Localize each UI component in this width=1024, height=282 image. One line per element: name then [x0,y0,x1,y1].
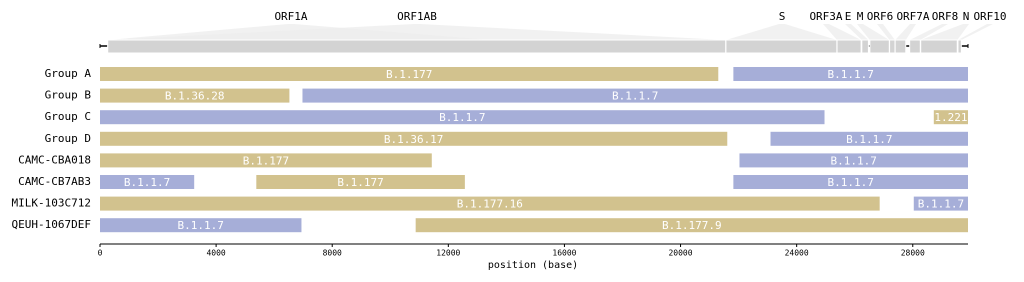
gene-fan [909,24,948,40]
row-label: CAMC-CB7AB3 [18,175,91,188]
segment-label: B.1.1.7 [828,176,874,189]
row-label: QEUH-1067DEF [12,218,91,231]
segment-label: B.1.1.7 [178,219,224,232]
segment-label: B.1.177.16 [457,198,523,211]
segment [100,218,302,233]
segment [100,131,728,146]
gene-fan [877,24,895,40]
gene-fan [920,24,969,40]
segment-label: 1.221 [934,111,967,124]
gene-label: ORF8 [932,10,959,23]
gene-label: ORF1A [274,10,307,23]
row-label: CAMC-CBA018 [18,153,91,166]
gene-fan [895,24,916,40]
gene-label: ORF3A [809,10,842,23]
segment-label: B.1.1.7 [124,176,170,189]
gene-box [909,39,921,54]
segment [100,67,719,81]
x-tick-label: 28000 [901,249,925,258]
gene-label: M [857,10,864,23]
gene-box [920,39,958,54]
x-tick-label: 8000 [323,249,342,258]
row-label: MILK-103C712 [12,197,91,210]
row-label: Group D [45,132,91,145]
segment-label: B.1.1.7 [918,198,964,211]
segment [302,88,969,103]
gene-label: ORF7A [896,10,929,23]
segment-label: B.1.36.17 [384,133,444,146]
segment [933,110,968,125]
segment [100,153,432,168]
segment-label: B.1.1.7 [612,90,658,103]
segment-label: B.1.36.28 [165,90,225,103]
segment-label: B.1.1.7 [846,133,892,146]
gene-label: S [779,10,786,23]
segment-label: B.1.177 [337,176,383,189]
segment-label: B.1.1.7 [439,111,485,124]
x-tick-label: 24000 [785,249,809,258]
gene-label: N [963,10,970,23]
segment-label: B.1.177 [386,68,432,81]
gene-label: ORF6 [867,10,894,23]
gene-fan [107,24,726,40]
segment [770,131,968,146]
gene-fan [857,24,890,40]
x-tick-label: 20000 [668,249,692,258]
gene-fan [725,24,837,40]
gene-box [836,39,862,54]
gene-box [957,39,962,54]
gene-box [107,39,727,54]
gene-box [889,39,896,54]
segment [100,110,825,125]
gene-label: ORF10 [973,10,1006,23]
segment [415,218,968,233]
segment [100,196,880,211]
segment [733,175,968,189]
gene-box [861,39,869,54]
segment [256,175,465,189]
gene-fan [845,24,869,40]
x-tick-label: 16000 [552,249,576,258]
row-label: Group A [45,67,92,80]
gene-box [725,39,838,54]
x-tick-label: 4000 [206,249,225,258]
gene-label: ORF1AB [397,10,437,23]
x-tick-label: 0 [98,249,103,258]
gene-fan [957,24,993,40]
gene-fan [823,24,862,40]
segment-label: B.1.177.9 [662,219,722,232]
segment [913,196,968,211]
gene-box [869,39,890,54]
x-axis-label: position (base) [488,260,578,271]
x-tick-label: 12000 [436,249,460,258]
segment [739,153,968,168]
segment-label: B.1.1.7 [828,68,874,81]
row-label: Group B [45,89,92,102]
row-label: Group C [45,110,91,123]
segment-label: B.1.177 [243,154,289,167]
segment [733,67,968,81]
gene-label: E [845,10,852,23]
segment-label: B.1.1.7 [831,154,877,167]
segment [100,88,290,103]
gene-box [894,39,907,54]
segment [100,175,195,189]
